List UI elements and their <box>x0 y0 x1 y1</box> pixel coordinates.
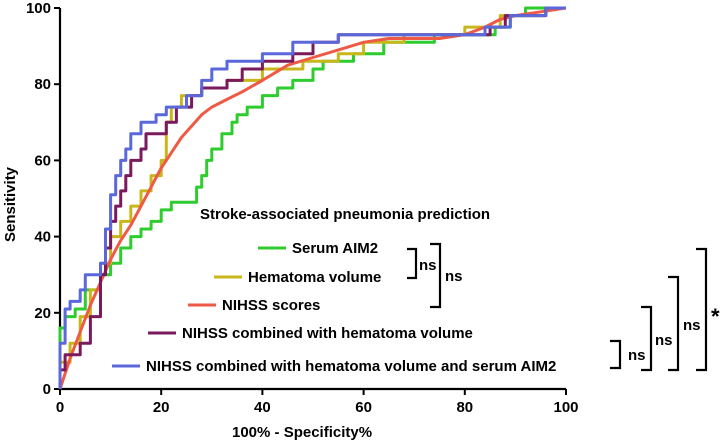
y-tick-label: 0 <box>43 381 51 398</box>
bracket-label-ns-5: ns <box>683 317 701 334</box>
x-ticks: 0 20 40 60 80 100 <box>56 389 579 416</box>
series-line-nihss-hematoma-aim2 <box>58 6 566 389</box>
x-tick-label: 40 <box>254 399 271 416</box>
bracket-label-star: * <box>711 304 720 329</box>
bracket-1 <box>407 247 418 280</box>
bracket-6 <box>696 247 708 372</box>
chart-title: Stroke-associated pneumonia prediction <box>200 206 490 223</box>
y-tick-label: 60 <box>34 152 51 169</box>
y-tick-label: 100 <box>26 0 51 17</box>
x-tick-label: 80 <box>456 399 473 416</box>
x-tick-label: 60 <box>355 399 372 416</box>
legend-label-nihss-hematoma: NIHSS combined with hematoma volume <box>182 325 473 342</box>
series-line-serum-aim2 <box>58 6 566 389</box>
x-axis-label: 100% - Specificity% <box>232 424 372 441</box>
x-tick-label: 0 <box>56 399 64 416</box>
significance-brackets: ns ns ns ns ns * <box>407 242 720 372</box>
legend-label-serum-aim2: Serum AIM2 <box>292 240 378 257</box>
bracket-label-ns-4: ns <box>655 332 673 349</box>
bracket-label-ns-2: ns <box>445 268 463 285</box>
bracket-4 <box>641 305 653 372</box>
x-tick-label: 20 <box>153 399 170 416</box>
bracket-3 <box>610 339 622 370</box>
legend-label-nihss-hematoma-aim2: NIHSS combined with hematoma volume and … <box>146 358 556 375</box>
y-axis-label: Sensitivity <box>2 166 19 242</box>
bracket-label-ns-3: ns <box>628 347 646 364</box>
roc-curves <box>58 6 567 390</box>
bracket-2 <box>430 242 442 309</box>
x-tick-label: 100 <box>553 399 578 416</box>
axes <box>58 8 566 391</box>
y-tick-label: 80 <box>34 76 51 93</box>
bracket-5 <box>668 275 680 372</box>
legend-label-hematoma-volume: Hematoma volume <box>248 269 381 286</box>
bracket-label-ns-1: ns <box>419 257 437 274</box>
y-ticks: 0 20 40 60 80 100 <box>26 0 60 398</box>
y-tick-label: 20 <box>34 305 51 322</box>
y-tick-label: 40 <box>34 229 51 246</box>
legend-label-nihss-scores: NIHSS scores <box>222 297 320 314</box>
legend: Serum AIM2 Hematoma volume NIHSS scores … <box>112 240 556 375</box>
